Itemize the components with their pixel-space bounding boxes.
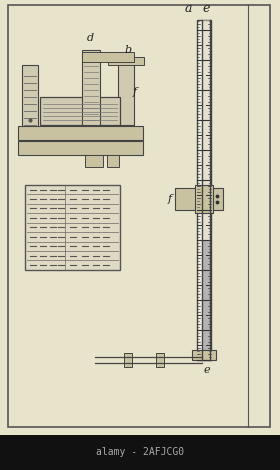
Bar bbox=[18, 141, 143, 155]
Text: alamy - 2AFJCG0: alamy - 2AFJCG0 bbox=[96, 447, 184, 457]
Bar bbox=[156, 353, 164, 367]
Text: f: f bbox=[133, 87, 137, 97]
Bar bbox=[202, 240, 209, 360]
Bar bbox=[192, 350, 216, 360]
Bar bbox=[211, 188, 223, 210]
Bar bbox=[175, 188, 197, 210]
Bar bbox=[195, 185, 213, 213]
Text: b: b bbox=[124, 45, 132, 55]
Text: a: a bbox=[184, 2, 192, 15]
Bar bbox=[40, 97, 120, 125]
Text: f: f bbox=[168, 194, 172, 204]
Bar bbox=[82, 50, 100, 125]
Bar bbox=[82, 52, 134, 62]
Bar bbox=[108, 57, 144, 65]
Text: e: e bbox=[202, 2, 210, 15]
Bar bbox=[202, 20, 210, 360]
Bar bbox=[25, 185, 120, 270]
Bar bbox=[18, 126, 143, 140]
Bar bbox=[197, 20, 211, 360]
Bar bbox=[22, 65, 38, 130]
Text: e: e bbox=[204, 365, 210, 375]
Bar bbox=[107, 155, 119, 167]
Text: d: d bbox=[87, 33, 94, 43]
Bar bbox=[124, 353, 132, 367]
Bar bbox=[118, 60, 134, 125]
Bar bbox=[85, 155, 103, 167]
